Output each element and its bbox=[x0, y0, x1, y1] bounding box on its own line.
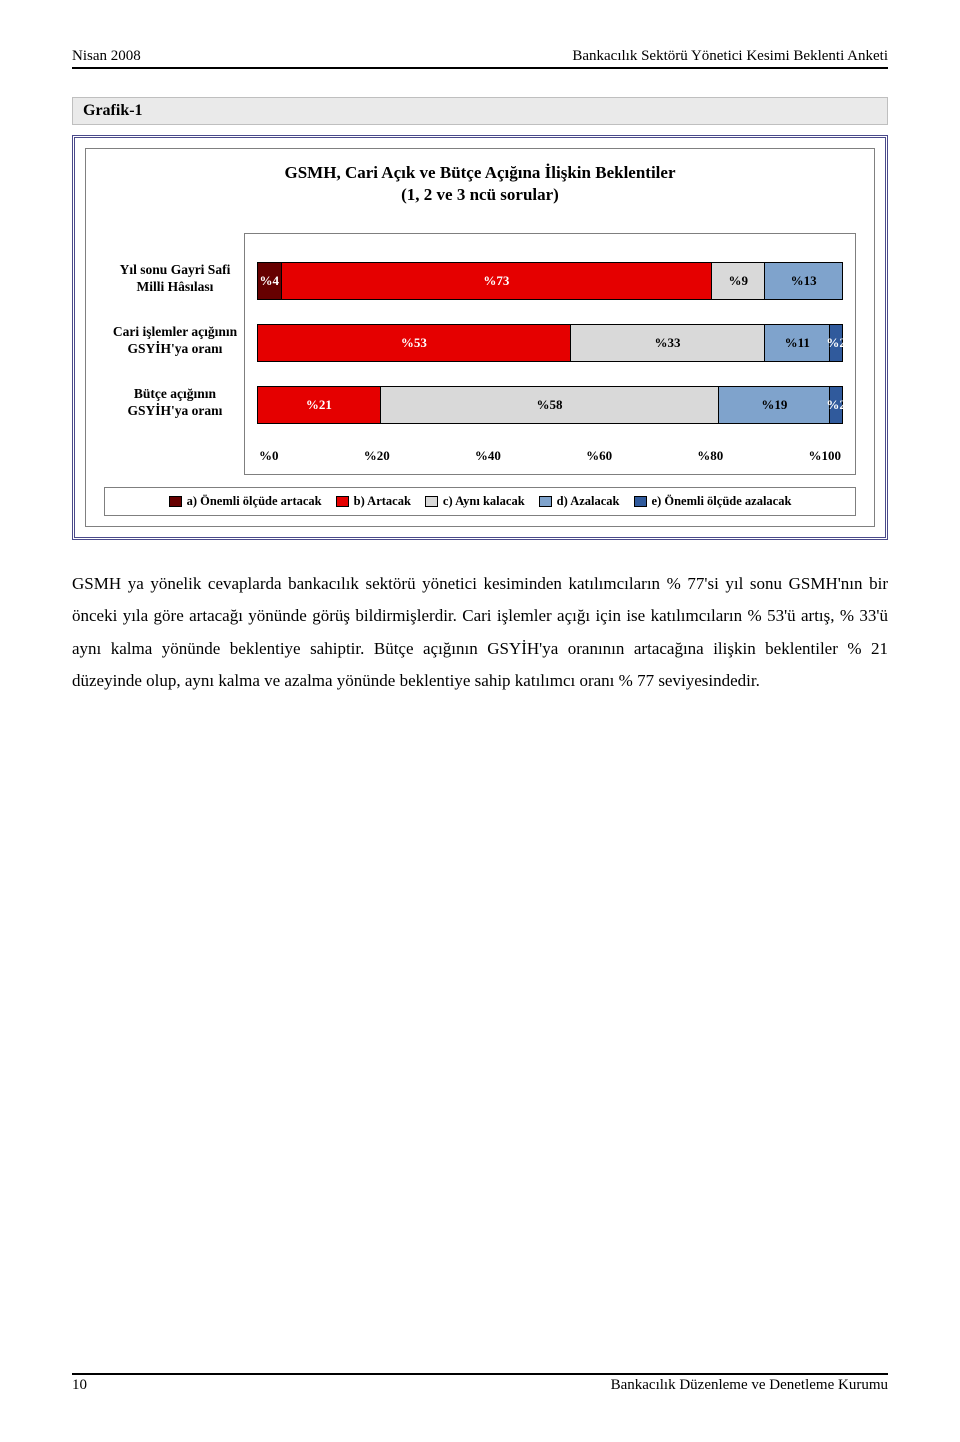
chart-plot-area: Yıl sonu Gayri Safi Milli Hâsılası%4%73%… bbox=[244, 233, 856, 475]
legend-item: a) Önemli ölçüde artacak bbox=[169, 494, 322, 509]
x-axis-ticks: %0 %20 %40 %60 %80 %100 bbox=[257, 448, 843, 464]
x-tick-label: %80 bbox=[697, 448, 723, 464]
bar-row: Bütçe açığının GSYİH'ya oranı%21%58%19%2 bbox=[257, 386, 843, 424]
legend-swatch bbox=[634, 496, 647, 507]
page-header: Nisan 2008 Bankacılık Sektörü Yönetici K… bbox=[72, 48, 888, 69]
legend-item: c) Aynı kalacak bbox=[425, 494, 525, 509]
header-right: Bankacılık Sektörü Yönetici Kesimi Bekle… bbox=[572, 48, 888, 65]
bar-segment: %4 bbox=[258, 263, 282, 299]
bar-stack: %53%33%11%2 bbox=[257, 324, 843, 362]
bar-segment: %9 bbox=[712, 263, 765, 299]
bar-category-label: Yıl sonu Gayri Safi Milli Hâsılası bbox=[105, 262, 245, 296]
legend-label: b) Artacak bbox=[354, 494, 411, 509]
bar-segment: %19 bbox=[719, 387, 830, 423]
bar-segment: %53 bbox=[258, 325, 571, 361]
section-label: Grafik-1 bbox=[72, 97, 888, 125]
bar-category-label: Bütçe açığının GSYİH'ya oranı bbox=[105, 386, 245, 420]
bar-segment: %21 bbox=[258, 387, 381, 423]
header-left: Nisan 2008 bbox=[72, 48, 141, 65]
legend-item: e) Önemli ölçüde azalacak bbox=[634, 494, 792, 509]
x-tick-label: %100 bbox=[808, 448, 841, 464]
legend-label: d) Azalacak bbox=[557, 494, 620, 509]
legend-swatch bbox=[169, 496, 182, 507]
chart-frame-inner: GSMH, Cari Açık ve Bütçe Açığına İlişkin… bbox=[85, 148, 875, 527]
legend-swatch bbox=[425, 496, 438, 507]
bar-segment: %11 bbox=[765, 325, 830, 361]
legend-swatch bbox=[539, 496, 552, 507]
bar-segment: %13 bbox=[765, 263, 842, 299]
x-tick-label: %0 bbox=[259, 448, 279, 464]
body-paragraph: GSMH ya yönelik cevaplarda bankacılık se… bbox=[72, 568, 888, 697]
bar-category-label: Cari işlemler açığının GSYİH'ya oranı bbox=[105, 324, 245, 358]
legend-item: d) Azalacak bbox=[539, 494, 620, 509]
legend-label: e) Önemli ölçüde azalacak bbox=[652, 494, 792, 509]
x-tick-label: %40 bbox=[475, 448, 501, 464]
chart-legend: a) Önemli ölçüde artacak b) Artacak c) Ayn… bbox=[104, 487, 856, 516]
footer-right: Bankacılık Düzenleme ve Denetleme Kurumu bbox=[611, 1377, 888, 1394]
chart-title: GSMH, Cari Açık ve Bütçe Açığına İlişkin… bbox=[104, 163, 856, 183]
bar-segment: %33 bbox=[571, 325, 766, 361]
x-tick-label: %20 bbox=[364, 448, 390, 464]
legend-item: b) Artacak bbox=[336, 494, 411, 509]
chart-subtitle: (1, 2 ve 3 ncü sorular) bbox=[104, 185, 856, 205]
bar-segment: %2 bbox=[830, 325, 842, 361]
bar-segment: %2 bbox=[830, 387, 842, 423]
bar-segment: %73 bbox=[282, 263, 713, 299]
bar-segment: %58 bbox=[381, 387, 720, 423]
legend-label: c) Aynı kalacak bbox=[443, 494, 525, 509]
bar-row: Yıl sonu Gayri Safi Milli Hâsılası%4%73%… bbox=[257, 262, 843, 300]
bar-stack: %4%73%9%13 bbox=[257, 262, 843, 300]
chart-frame-outer: GSMH, Cari Açık ve Bütçe Açığına İlişkin… bbox=[72, 135, 888, 540]
x-tick-label: %60 bbox=[586, 448, 612, 464]
legend-swatch bbox=[336, 496, 349, 507]
bar-row: Cari işlemler açığının GSYİH'ya oranı%53… bbox=[257, 324, 843, 362]
page-number: 10 bbox=[72, 1377, 87, 1394]
page-footer: 10 Bankacılık Düzenleme ve Denetleme Kur… bbox=[72, 1373, 888, 1394]
legend-label: a) Önemli ölçüde artacak bbox=[187, 494, 322, 509]
bar-stack: %21%58%19%2 bbox=[257, 386, 843, 424]
